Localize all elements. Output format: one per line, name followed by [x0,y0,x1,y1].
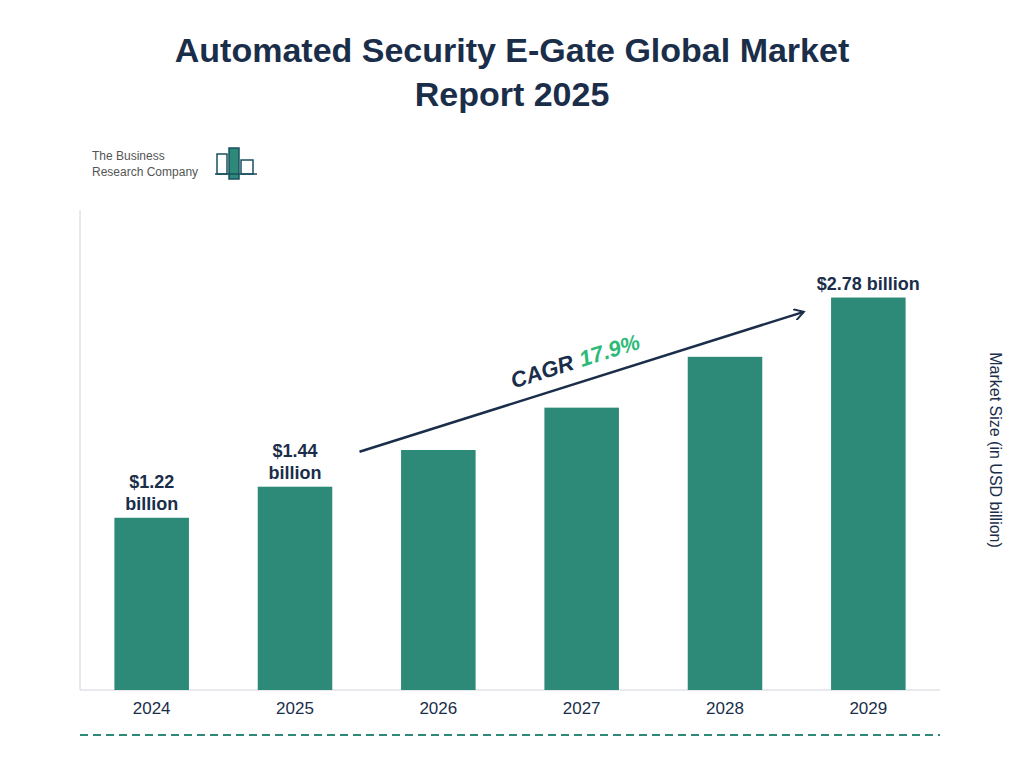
logo-building [241,160,253,174]
bar [831,298,906,690]
cagr-label: CAGR [507,350,576,393]
bar [544,408,619,690]
logo-line: The Business [92,149,165,163]
bar [688,357,763,690]
cagr-arrow [360,312,804,452]
logo-base [215,173,257,175]
bottom-rule [80,734,940,736]
cagr-annotation: CAGR17.9% [507,329,642,393]
logo-building [217,154,227,174]
data-label: $1.22billion [125,472,178,514]
data-label-line: billion [269,463,322,483]
x-tick-label: 2027 [563,699,601,718]
bar [258,487,333,690]
x-tick-label: 2028 [706,699,744,718]
y-axis-label: Market Size (in USD billion) [987,352,1004,548]
chart-svg: Automated Security E-Gate Global Market R… [0,0,1024,768]
bar [114,518,189,690]
data-label: $2.78 billion [817,274,920,294]
x-axis-line [80,690,940,691]
data-label-line: $2.78 billion [817,274,920,294]
y-axis-line [80,210,81,690]
background [0,0,1024,768]
x-tick-label: 2026 [419,699,457,718]
bar [401,450,476,690]
chart-container: Automated Security E-Gate Global Market R… [0,0,1024,768]
title-line: Automated Security E-Gate Global Market [175,31,850,69]
logo-line: Research Company [92,165,198,179]
x-tick-label: 2024 [133,699,171,718]
title: Automated Security E-Gate Global Market R… [175,31,850,113]
x-tick-label: 2029 [849,699,887,718]
x-tick-label: 2025 [276,699,314,718]
data-label-line: billion [125,494,178,514]
data-label: $1.44billion [269,441,322,483]
logo-text: The Business Research Company [92,149,198,179]
data-label-line: $1.22 [129,472,174,492]
data-label-line: $1.44 [272,441,317,461]
logo-icon [215,148,257,179]
cagr-value: 17.9% [576,329,643,372]
bars [114,298,905,690]
title-line: Report 2025 [415,75,610,113]
